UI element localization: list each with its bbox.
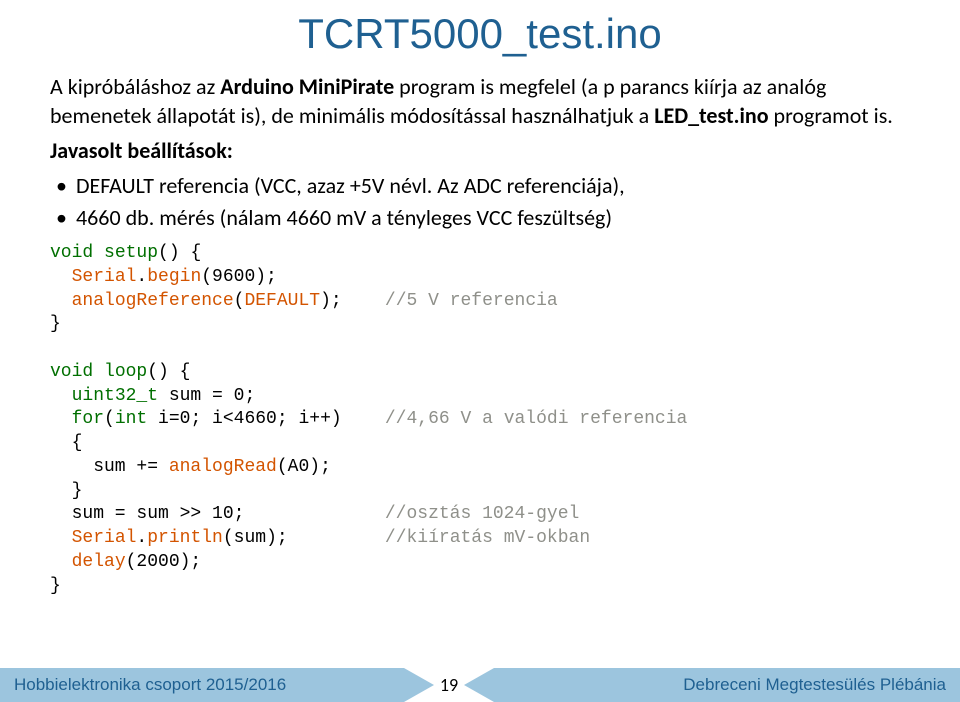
bullet-item: 4660 db. mérés (nálam 4660 mV a ténylege…: [50, 203, 910, 232]
recommended-label: Javasolt beállítások:: [50, 136, 910, 165]
slide: TCRT5000_test.ino A kipróbáláshoz az Ard…: [0, 0, 960, 702]
slide-title: TCRT5000_test.ino: [50, 10, 910, 58]
code-block: void setup() { Serial.begin(9600); analo…: [50, 242, 910, 598]
slide-body: A kipróbáláshoz az Arduino MiniPirate pr…: [50, 72, 910, 598]
bullet-item: DEFAULT referencia (VCC, azaz +5V névl. …: [50, 171, 910, 200]
footer-right: Debreceni Megtestesülés Plébánia: [494, 668, 960, 702]
intro-paragraph: A kipróbáláshoz az Arduino MiniPirate pr…: [50, 72, 910, 130]
footer-left: Hobbielektronika csoport 2015/2016: [0, 668, 404, 702]
footer: Hobbielektronika csoport 2015/2016 19 De…: [0, 668, 960, 702]
bullet-list: DEFAULT referencia (VCC, azaz +5V névl. …: [50, 171, 910, 232]
